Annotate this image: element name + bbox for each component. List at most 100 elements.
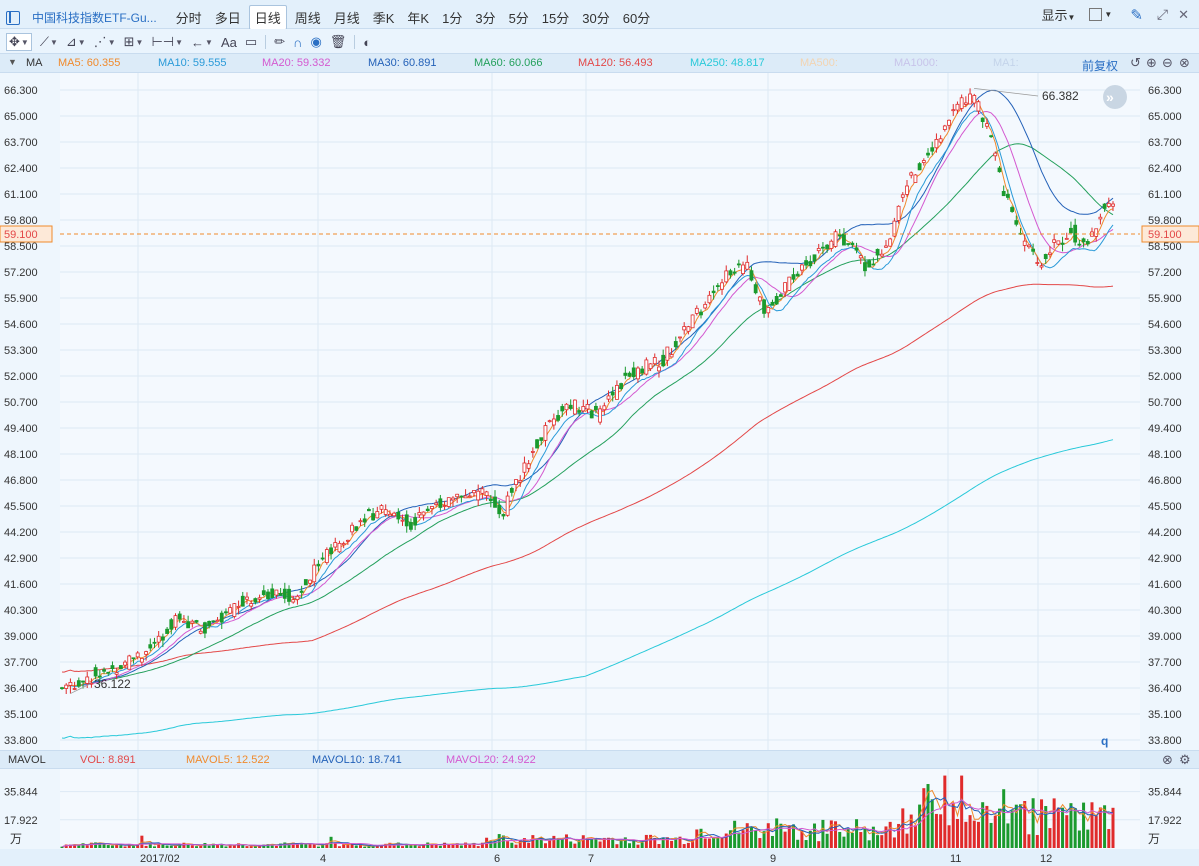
- volume-bar: [1035, 835, 1039, 848]
- cursor-icon[interactable]: ✥ ▼: [6, 33, 32, 51]
- measure-tool-icon[interactable]: ⊢⊣ ▼: [151, 34, 184, 49]
- security-title[interactable]: 中国科技指数ETF-Gu...: [32, 11, 157, 25]
- volume-bar: [363, 846, 367, 848]
- vol-value-0: VOL: 8.891: [80, 754, 136, 766]
- candle-body: [160, 636, 165, 641]
- candle-body: [379, 505, 384, 510]
- tab-1[interactable]: 多日: [214, 11, 241, 26]
- pencil-icon[interactable]: ✏: [274, 34, 286, 49]
- minus-icon[interactable]: ⊖: [1162, 55, 1173, 70]
- fib-tool-icon[interactable]: ⊞ ▼: [123, 34, 144, 49]
- volume-bar: [972, 820, 976, 848]
- candle-body: [455, 493, 460, 498]
- volume-bar: [644, 834, 648, 848]
- tab-2[interactable]: 日线: [248, 5, 287, 30]
- volume-bar: [131, 846, 135, 848]
- fullscreen-icon[interactable]: ⤢: [1156, 6, 1169, 22]
- arrow-tool-icon[interactable]: ← ▼: [191, 34, 213, 50]
- collapse-icon[interactable]: ▼: [8, 57, 17, 67]
- eye-icon[interactable]: ◉: [310, 34, 322, 49]
- trash-icon[interactable]: 🗑: [329, 34, 347, 49]
- channel-tool-icon[interactable]: ⊿ ▼: [65, 34, 86, 49]
- y-tick-label-left: 46.800: [4, 475, 38, 487]
- comment-icon[interactable]: ▭: [244, 34, 258, 49]
- candle-body: [863, 262, 867, 272]
- close-icon[interactable]: ✕: [1178, 6, 1189, 22]
- add-icon[interactable]: ⊕: [1146, 55, 1157, 70]
- volume-bar: [85, 845, 89, 848]
- volume-bar: [586, 838, 589, 848]
- volume-bar: [207, 845, 211, 848]
- ma-line-ma60: [61, 143, 1114, 689]
- candle-body: [64, 684, 69, 689]
- tab-5[interactable]: 季K: [372, 11, 395, 26]
- volume-bar: [1086, 829, 1090, 848]
- volume-bar: [77, 845, 81, 848]
- toggle-icon[interactable]: ◐: [363, 34, 372, 50]
- tab-4[interactable]: 月线: [333, 11, 360, 26]
- undo-icon[interactable]: ↺: [1130, 55, 1141, 70]
- magnet-icon[interactable]: ∩: [293, 34, 303, 50]
- tab-9[interactable]: 5分: [508, 11, 529, 26]
- tab-3[interactable]: 周线: [294, 11, 321, 26]
- candle-body: [383, 509, 388, 515]
- close-volume-icon[interactable]: ⊗: [1162, 752, 1173, 767]
- x-tick-label: 12: [1040, 853, 1052, 865]
- x-tick-label: 7: [588, 853, 594, 865]
- display-menu[interactable]: 显示▼: [1041, 8, 1076, 23]
- tab-10[interactable]: 15分: [541, 11, 570, 26]
- volume-bar: [316, 846, 320, 848]
- zigzag-tool-icon[interactable]: ⋰ ▼: [93, 34, 116, 49]
- volume-bar: [527, 842, 531, 848]
- tab-0[interactable]: 分时: [175, 11, 202, 26]
- text-tool-icon[interactable]: Aa: [220, 34, 237, 50]
- pen-icon[interactable]: ✎: [1130, 6, 1143, 24]
- close-indicator-icon[interactable]: ⊗: [1179, 55, 1190, 70]
- layout-select[interactable]: ▼: [1089, 8, 1112, 21]
- volume-bar: [300, 843, 304, 848]
- candle-body: [421, 511, 426, 516]
- volume-bar: [350, 843, 354, 848]
- line-tool-icon[interactable]: ⟋ ▼: [39, 34, 58, 49]
- candle-body: [602, 405, 607, 411]
- scroll-right-button[interactable]: [1103, 85, 1127, 109]
- candle-body: [1010, 207, 1015, 212]
- volume-bar: [426, 842, 430, 848]
- candle-body: [341, 543, 346, 546]
- x-axis-labels: 2017/02 4 6 7 9 11 12: [140, 853, 1052, 865]
- ma-value-1: MA10: 59.555: [158, 57, 227, 69]
- price-chart[interactable]: 66.300 66.300 65.000 65.000 63.700 63.700 62.4…: [0, 73, 1199, 750]
- tab-7[interactable]: 1分: [442, 11, 463, 26]
- volume-bar: [943, 775, 947, 848]
- tab-6[interactable]: 年K: [407, 11, 430, 26]
- volume-bar: [203, 842, 207, 848]
- candle-body: [686, 326, 691, 332]
- volume-bar: [291, 842, 295, 848]
- tab-8[interactable]: 3分: [475, 11, 496, 26]
- candle-body: [619, 383, 624, 389]
- candle-body: [350, 524, 354, 533]
- adjust-mode[interactable]: 前复权: [1082, 59, 1119, 73]
- candle-body: [425, 508, 430, 511]
- volume-chart[interactable]: 35.844 35.844 17.922 17.922 万 万 2017/02 4 6 7 9 11 1…: [0, 769, 1199, 866]
- volume-bar: [501, 835, 505, 848]
- candle-body: [514, 479, 518, 485]
- candle-body: [526, 463, 531, 469]
- volume-bar: [670, 840, 674, 848]
- candle-body: [509, 488, 514, 493]
- volume-bar: [249, 846, 253, 848]
- volume-bar: [1027, 834, 1031, 848]
- ma-line-ma10: [62, 110, 1114, 689]
- volume-bar: [1031, 798, 1035, 848]
- volume-bar: [325, 843, 329, 848]
- volume-bar: [224, 846, 228, 848]
- candle-body: [1052, 239, 1057, 243]
- candle-body: [308, 579, 312, 584]
- candle-body: [959, 97, 964, 109]
- candle-body: [879, 253, 884, 257]
- candle-body: [131, 657, 136, 660]
- tab-11[interactable]: 30分: [582, 11, 610, 26]
- panel-toggle-icon[interactable]: [6, 10, 20, 25]
- tab-12[interactable]: 60分: [622, 11, 651, 26]
- volume-settings-icon[interactable]: ⚙: [1179, 752, 1191, 767]
